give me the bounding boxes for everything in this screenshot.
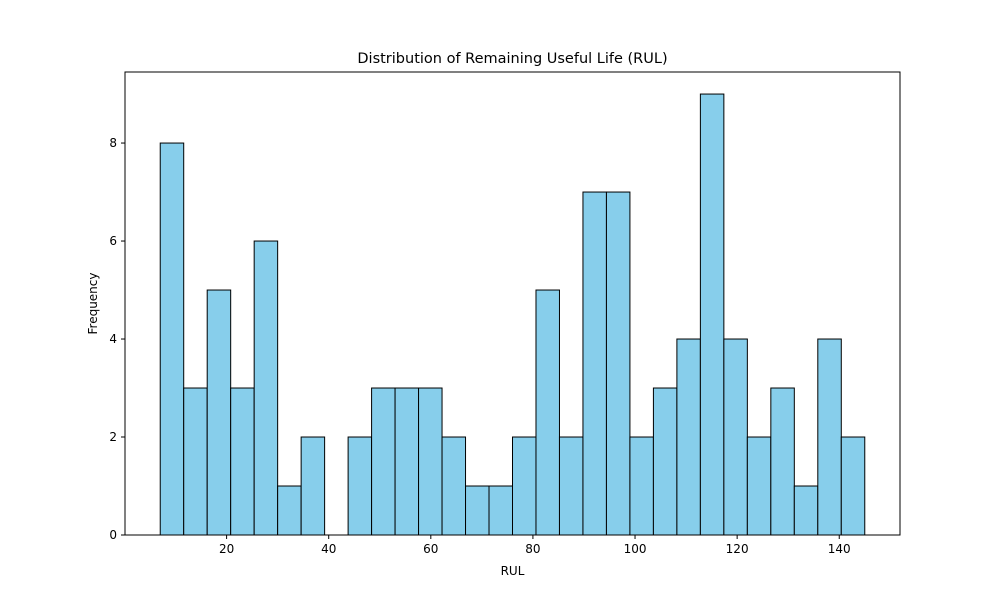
histogram-bar <box>347 436 373 536</box>
y-ticks: 0 2 4 6 8 <box>109 136 125 542</box>
histogram-bar <box>183 387 208 536</box>
plot-frame <box>124 71 901 536</box>
bars-group <box>159 93 866 536</box>
y-tick-label: 2 <box>109 430 117 444</box>
histogram-bar <box>558 436 584 536</box>
histogram-bar <box>465 485 490 536</box>
histogram-bar <box>723 338 748 536</box>
histogram-bar <box>512 436 537 536</box>
histogram-bar <box>817 338 842 536</box>
x-tick-label: 60 <box>423 542 438 556</box>
chart-title: Distribution of Remaining Useful Life (R… <box>357 51 667 67</box>
histogram-bar <box>582 191 607 536</box>
y-tick-label: 6 <box>109 234 117 248</box>
histogram-bar <box>206 289 232 536</box>
histogram-bar <box>418 387 443 536</box>
x-tick-label: 140 <box>828 542 851 556</box>
histogram-bar <box>605 191 631 536</box>
histogram-bar <box>394 387 420 536</box>
histogram-bar <box>371 387 396 536</box>
y-axis-label: Frequency <box>86 273 100 335</box>
histogram-bar <box>230 387 255 536</box>
x-tick-label: 120 <box>726 542 749 556</box>
x-tick-label: 40 <box>321 542 336 556</box>
x-axis-label: RUL <box>501 564 525 578</box>
x-tick-label: 20 <box>219 542 234 556</box>
y-tick-label: 8 <box>109 136 117 150</box>
histogram-bar <box>652 387 678 536</box>
histogram-bar <box>277 485 302 536</box>
histogram-bar <box>535 289 560 536</box>
histogram-bar <box>253 240 279 536</box>
histogram-bar <box>676 338 701 536</box>
histogram-bar <box>488 485 513 536</box>
y-tick-label: 0 <box>109 528 117 542</box>
histogram-bar <box>159 142 185 536</box>
histogram-bar <box>746 436 772 536</box>
histogram-bar <box>300 436 326 536</box>
histogram-bar <box>793 485 819 536</box>
x-ticks: 20 40 60 80 100 120 140 <box>219 535 851 556</box>
y-tick-label: 4 <box>109 332 117 346</box>
x-tick-label: 100 <box>624 542 647 556</box>
histogram-bar <box>441 436 467 536</box>
histogram-bar <box>629 436 654 536</box>
x-tick-label: 80 <box>525 542 540 556</box>
histogram-bar <box>840 436 866 536</box>
histogram-bar <box>699 93 725 536</box>
histogram-bar <box>770 387 795 536</box>
